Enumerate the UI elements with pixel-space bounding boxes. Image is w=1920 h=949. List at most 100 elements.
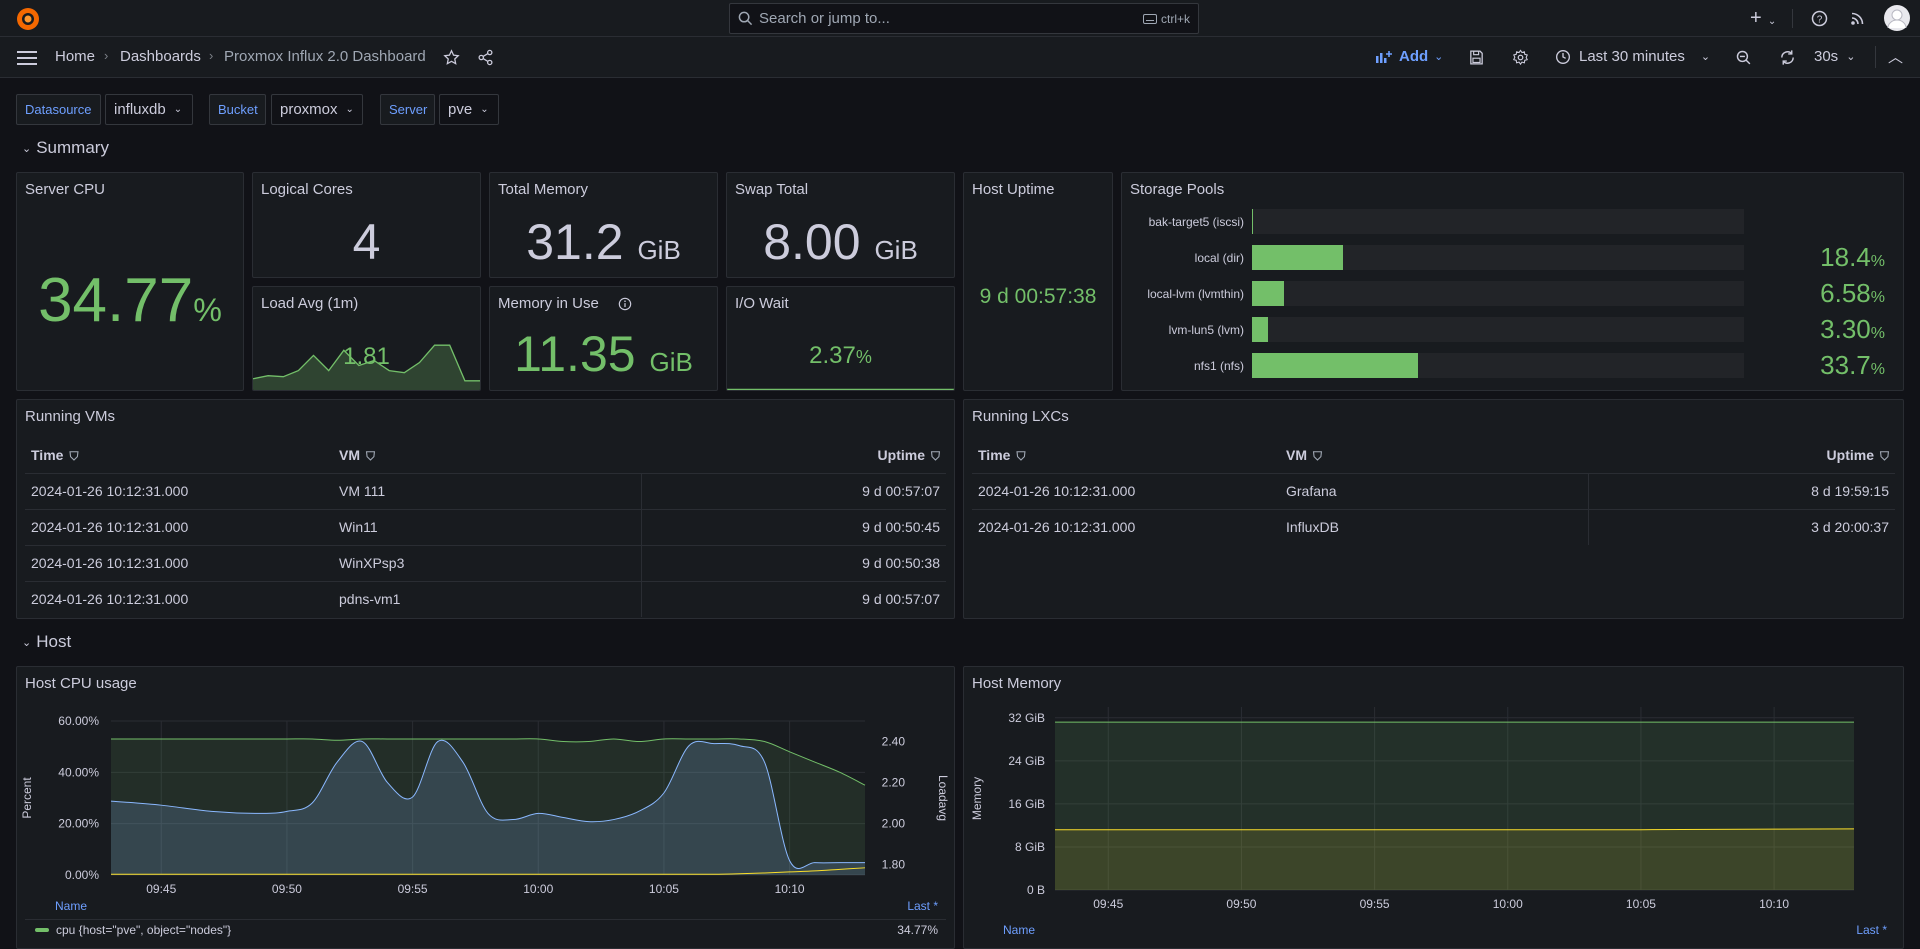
panel-host-memory: Host Memory 0 B 8 GiB 16 GiB 24 GiB 32 GiB 09… (963, 666, 1904, 949)
y-tick-label: 8 GiB (1015, 840, 1045, 854)
share-icon[interactable] (477, 49, 494, 66)
io-wait-sparkline (727, 388, 954, 390)
variable-label-bucket: Bucket (209, 94, 266, 125)
loadavg-series-line (110, 739, 865, 870)
zoom-out-icon[interactable] (1735, 49, 1752, 66)
panel-title: Total Memory (498, 181, 589, 198)
storage-bar-unit: % (1870, 289, 1885, 306)
cell-uptime: 8 d 19:59:15 (1587, 473, 1895, 510)
cell-uptime: 9 d 00:57:07 (640, 581, 946, 617)
storage-bar-label: local (dir) (1194, 250, 1244, 265)
stat-number: 34.77 (38, 266, 194, 335)
filter-icon[interactable]: ⛉ (366, 448, 376, 463)
panel-total-memory: Total Memory 31.2 GiB (489, 172, 718, 278)
cell-uptime: 3 d 20:00:37 (1587, 509, 1895, 545)
grafana-logo-icon[interactable] (15, 6, 41, 32)
x-tick-label: 09:50 (272, 882, 302, 896)
column-header-time[interactable]: Time ⛉ (25, 438, 333, 474)
info-icon[interactable] (618, 297, 632, 311)
variable-label-server: Server (380, 94, 435, 125)
legend-series-label: cpu {host="pve", object="nodes"} (56, 923, 232, 937)
filter-icon[interactable]: ⛉ (1879, 448, 1889, 463)
cell-time: 2024-01-26 10:12:31.000 (31, 591, 189, 608)
legend-last-value: 34.77% (897, 923, 938, 937)
legend-last-header[interactable]: Last * (1856, 923, 1887, 937)
add-button[interactable]: Add ⌄ (1375, 48, 1443, 65)
column-header-label: Time (31, 446, 64, 463)
legend-last-header[interactable]: Last * (907, 899, 938, 913)
stat-value: 9 d 00:57:38 (979, 285, 1097, 308)
stat-unit: % (855, 347, 872, 367)
filter-icon[interactable]: ⛉ (930, 448, 940, 463)
chevron-up-icon[interactable]: ︿ (1888, 49, 1904, 66)
time-range-picker[interactable]: Last 30 minutes ⌄ (1555, 48, 1710, 65)
search-input[interactable]: Search or jump to... ctrl+k (729, 3, 1199, 34)
search-placeholder: Search or jump to... (759, 10, 890, 27)
variable-select-datasource[interactable]: influxdb ⌄ (105, 94, 193, 125)
variable-select-bucket[interactable]: proxmox ⌄ (271, 94, 363, 125)
storage-bar-track (1252, 353, 1744, 378)
storage-bar-label: bak-target5 (iscsi) (1148, 214, 1244, 229)
panel-title: Storage Pools (1130, 181, 1225, 198)
y-tick-label: 0.00% (65, 868, 99, 882)
cell-uptime: 9 d 00:50:45 (640, 509, 946, 546)
x-tick-label: 09:45 (1093, 897, 1123, 911)
breadcrumb-home[interactable]: Home (55, 48, 96, 65)
column-header-uptime[interactable]: Uptime ⛉ (641, 438, 946, 474)
panel-title: Logical Cores (261, 181, 353, 198)
chevron-down-icon: ⌄ (1700, 51, 1711, 63)
panel-title: Running LXCs (972, 408, 1069, 425)
search-shortcut-label: ctrl+k (1160, 11, 1190, 26)
row-header-summary[interactable]: ⌄ Summary (22, 138, 109, 158)
search-shortcut: ctrl+k (1142, 11, 1190, 26)
table-row: 2024-01-26 10:12:31.000 pdns-vm1 9 d 00:57… (25, 581, 946, 617)
filter-icon[interactable]: ⛉ (69, 448, 79, 463)
variable-select-server[interactable]: pve ⌄ (439, 94, 499, 125)
column-header-uptime[interactable]: Uptime ⛉ (1588, 438, 1895, 474)
save-icon[interactable] (1468, 49, 1485, 66)
filter-icon[interactable]: ⛉ (1016, 448, 1026, 463)
storage-bar-track (1252, 209, 1744, 234)
column-header-vm[interactable]: VM ⛉ (1280, 438, 1588, 474)
legend-name-header[interactable]: Name (1003, 923, 1036, 937)
row-header-host[interactable]: ⌄ Host (22, 632, 71, 652)
storage-bar-number: 6.58 (1820, 278, 1871, 308)
legend-color-swatch (35, 928, 49, 932)
storage-bar-row: lvm-lun5 (lvm) (1122, 317, 1744, 342)
panel-load-avg: Load Avg (1m) 1.81 (252, 286, 481, 391)
legend-item[interactable]: cpu {host="pve", object="nodes"} (35, 923, 231, 937)
panel-memory-in-use: Memory in Use 11.35 GiB (489, 286, 718, 391)
host-cpu-chart[interactable]: 0.00% 20.00% 40.00% 60.00% 1.80 2.00 2.20 2.40 0… (17, 697, 954, 912)
breadcrumb-dashboards[interactable]: Dashboards (120, 48, 201, 65)
y-tick-label: 60.00% (58, 714, 99, 728)
settings-gear-icon[interactable] (1512, 49, 1529, 66)
panel-title: Host Memory (972, 675, 1062, 692)
stat-number: 2.37 (809, 342, 856, 369)
star-icon[interactable] (443, 49, 460, 66)
storage-bar-fill (1252, 353, 1418, 378)
help-icon[interactable]: ? (1811, 10, 1828, 27)
legend-name-header[interactable]: Name (55, 899, 88, 913)
storage-bar-row: bak-target5 (iscsi) (1122, 209, 1744, 234)
panel-host-uptime: Host Uptime 9 d 00:57:38 (963, 172, 1113, 391)
keyboard-icon (1142, 13, 1157, 24)
stat-value: 11.35 GiB (490, 325, 717, 383)
load-avg-sparkline (253, 344, 480, 390)
new-menu-button[interactable]: + ⌄ (1750, 7, 1776, 30)
panel-title: I/O Wait (735, 295, 789, 312)
user-avatar-icon[interactable] (1884, 5, 1910, 31)
refresh-icon[interactable] (1779, 49, 1796, 66)
breadcrumb-separator-icon: › (104, 48, 109, 63)
refresh-interval-picker[interactable]: 30s ⌄ (1814, 48, 1855, 65)
y-tick-label: 16 GiB (1008, 797, 1045, 811)
storage-bar-unit: % (1870, 253, 1885, 270)
filter-icon[interactable]: ⛉ (1313, 448, 1323, 463)
storage-bar-track (1252, 245, 1744, 270)
column-header-time[interactable]: Time ⛉ (972, 438, 1280, 474)
host-memory-chart[interactable]: 0 B 8 GiB 16 GiB 24 GiB 32 GiB 09:45 09:50 09:5… (964, 697, 1903, 912)
column-header-vm[interactable]: VM ⛉ (333, 438, 641, 474)
panel-title: Memory in Use (498, 295, 599, 312)
menu-icon[interactable] (17, 50, 37, 66)
storage-bar-unit: % (1870, 361, 1885, 378)
news-icon[interactable] (1849, 10, 1866, 27)
